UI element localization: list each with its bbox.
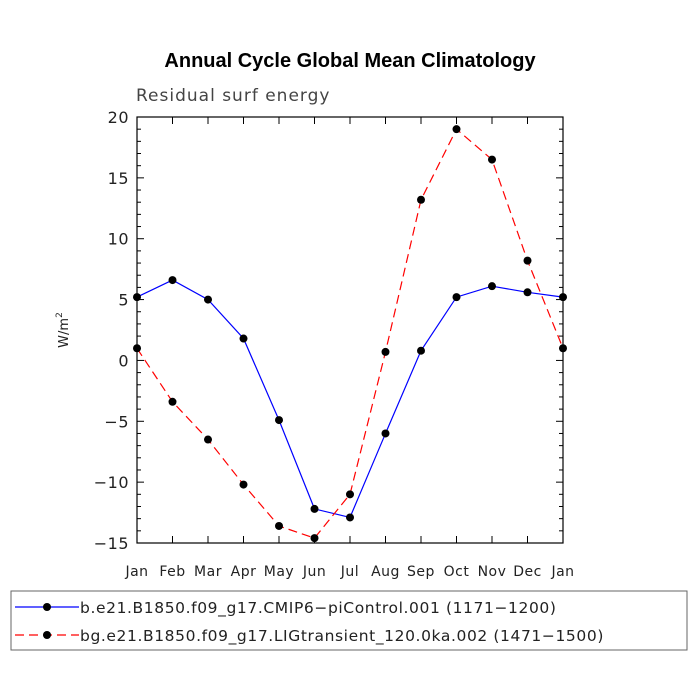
y-tick-label: −5 xyxy=(104,412,129,431)
y-tick-label: 10 xyxy=(108,230,129,249)
legend-entry-1: b.e21.B1850.f09_g17.CMIP6−piControl.001 … xyxy=(80,599,557,618)
series-1-point xyxy=(488,282,496,291)
y-tick-label: 15 xyxy=(108,169,129,188)
x-tick-label: Jun xyxy=(302,564,326,580)
legend: b.e21.B1850.f09_g17.CMIP6−piControl.001 … xyxy=(10,590,688,651)
x-tick-label: Dec xyxy=(513,564,542,580)
y-axis-label-superscript: 2 xyxy=(55,312,65,318)
series-2-point xyxy=(168,397,177,406)
svg-text:W/m2: W/m2 xyxy=(55,312,72,348)
series-1-point xyxy=(239,334,248,343)
series-1-point xyxy=(417,346,425,355)
series-line-1 xyxy=(136,279,564,519)
x-tick-label: May xyxy=(264,564,294,580)
y-tick-label: 0 xyxy=(118,351,129,370)
series-1-point xyxy=(310,504,319,513)
plot-area: −15 −10 −5 0 5 10 15 20 Jan Feb Mar Apr May Jun Jul Aug… xyxy=(94,108,574,580)
series-1-point xyxy=(452,293,461,302)
y-tick-label: −10 xyxy=(94,473,129,492)
x-tick-label: Jul xyxy=(340,564,359,580)
y-tick-label: 20 xyxy=(108,108,129,127)
legend-box xyxy=(10,590,688,651)
x-tick-label: Mar xyxy=(194,564,222,580)
chart-title: Annual Cycle Global Mean Climatology xyxy=(164,50,536,72)
series-2-point xyxy=(488,155,496,164)
legend-marker-1 xyxy=(43,603,51,611)
x-tick-label: Feb xyxy=(159,564,185,580)
series-1-point xyxy=(204,295,212,304)
series-2-point xyxy=(275,521,283,530)
series-1-point xyxy=(133,293,141,302)
series-1-point xyxy=(559,293,567,302)
chart-subtitle: Residual surf energy xyxy=(136,86,330,106)
series-1-point xyxy=(168,276,177,285)
series-2-point xyxy=(239,480,248,489)
y-axis-label: W/m2 xyxy=(55,312,72,348)
series-2-point xyxy=(559,344,567,353)
series-2-point xyxy=(346,490,354,499)
series-1-point xyxy=(275,416,283,425)
series-2-point xyxy=(133,344,141,353)
series-2-point xyxy=(204,435,212,444)
series-2-point xyxy=(452,125,461,134)
series-1-point xyxy=(346,513,354,522)
x-tick-label: Sep xyxy=(407,564,435,580)
series-2-point xyxy=(523,256,532,265)
series-line-2 xyxy=(136,128,564,539)
x-tick-label: Jan xyxy=(550,564,574,580)
series-1-point xyxy=(523,288,532,297)
x-tick-label: Nov xyxy=(478,564,507,580)
y-axis-label-text: W/m xyxy=(57,318,72,348)
y-tick-label: −15 xyxy=(94,534,129,553)
x-tick-label: Aug xyxy=(371,564,400,580)
x-tick-label: Oct xyxy=(444,564,470,580)
series-2-point xyxy=(417,195,425,204)
series-2-point xyxy=(310,534,319,543)
x-tick-label: Apr xyxy=(231,564,257,580)
legend-marker-2 xyxy=(43,631,51,639)
legend-entry-2: bg.e21.B1850.f09_g17.LIGtransient_120.0k… xyxy=(80,627,604,646)
series-2-point xyxy=(381,347,390,356)
x-tick-label: Jan xyxy=(124,564,148,580)
y-tick-label: 5 xyxy=(118,291,129,310)
series-1-point xyxy=(381,429,390,438)
